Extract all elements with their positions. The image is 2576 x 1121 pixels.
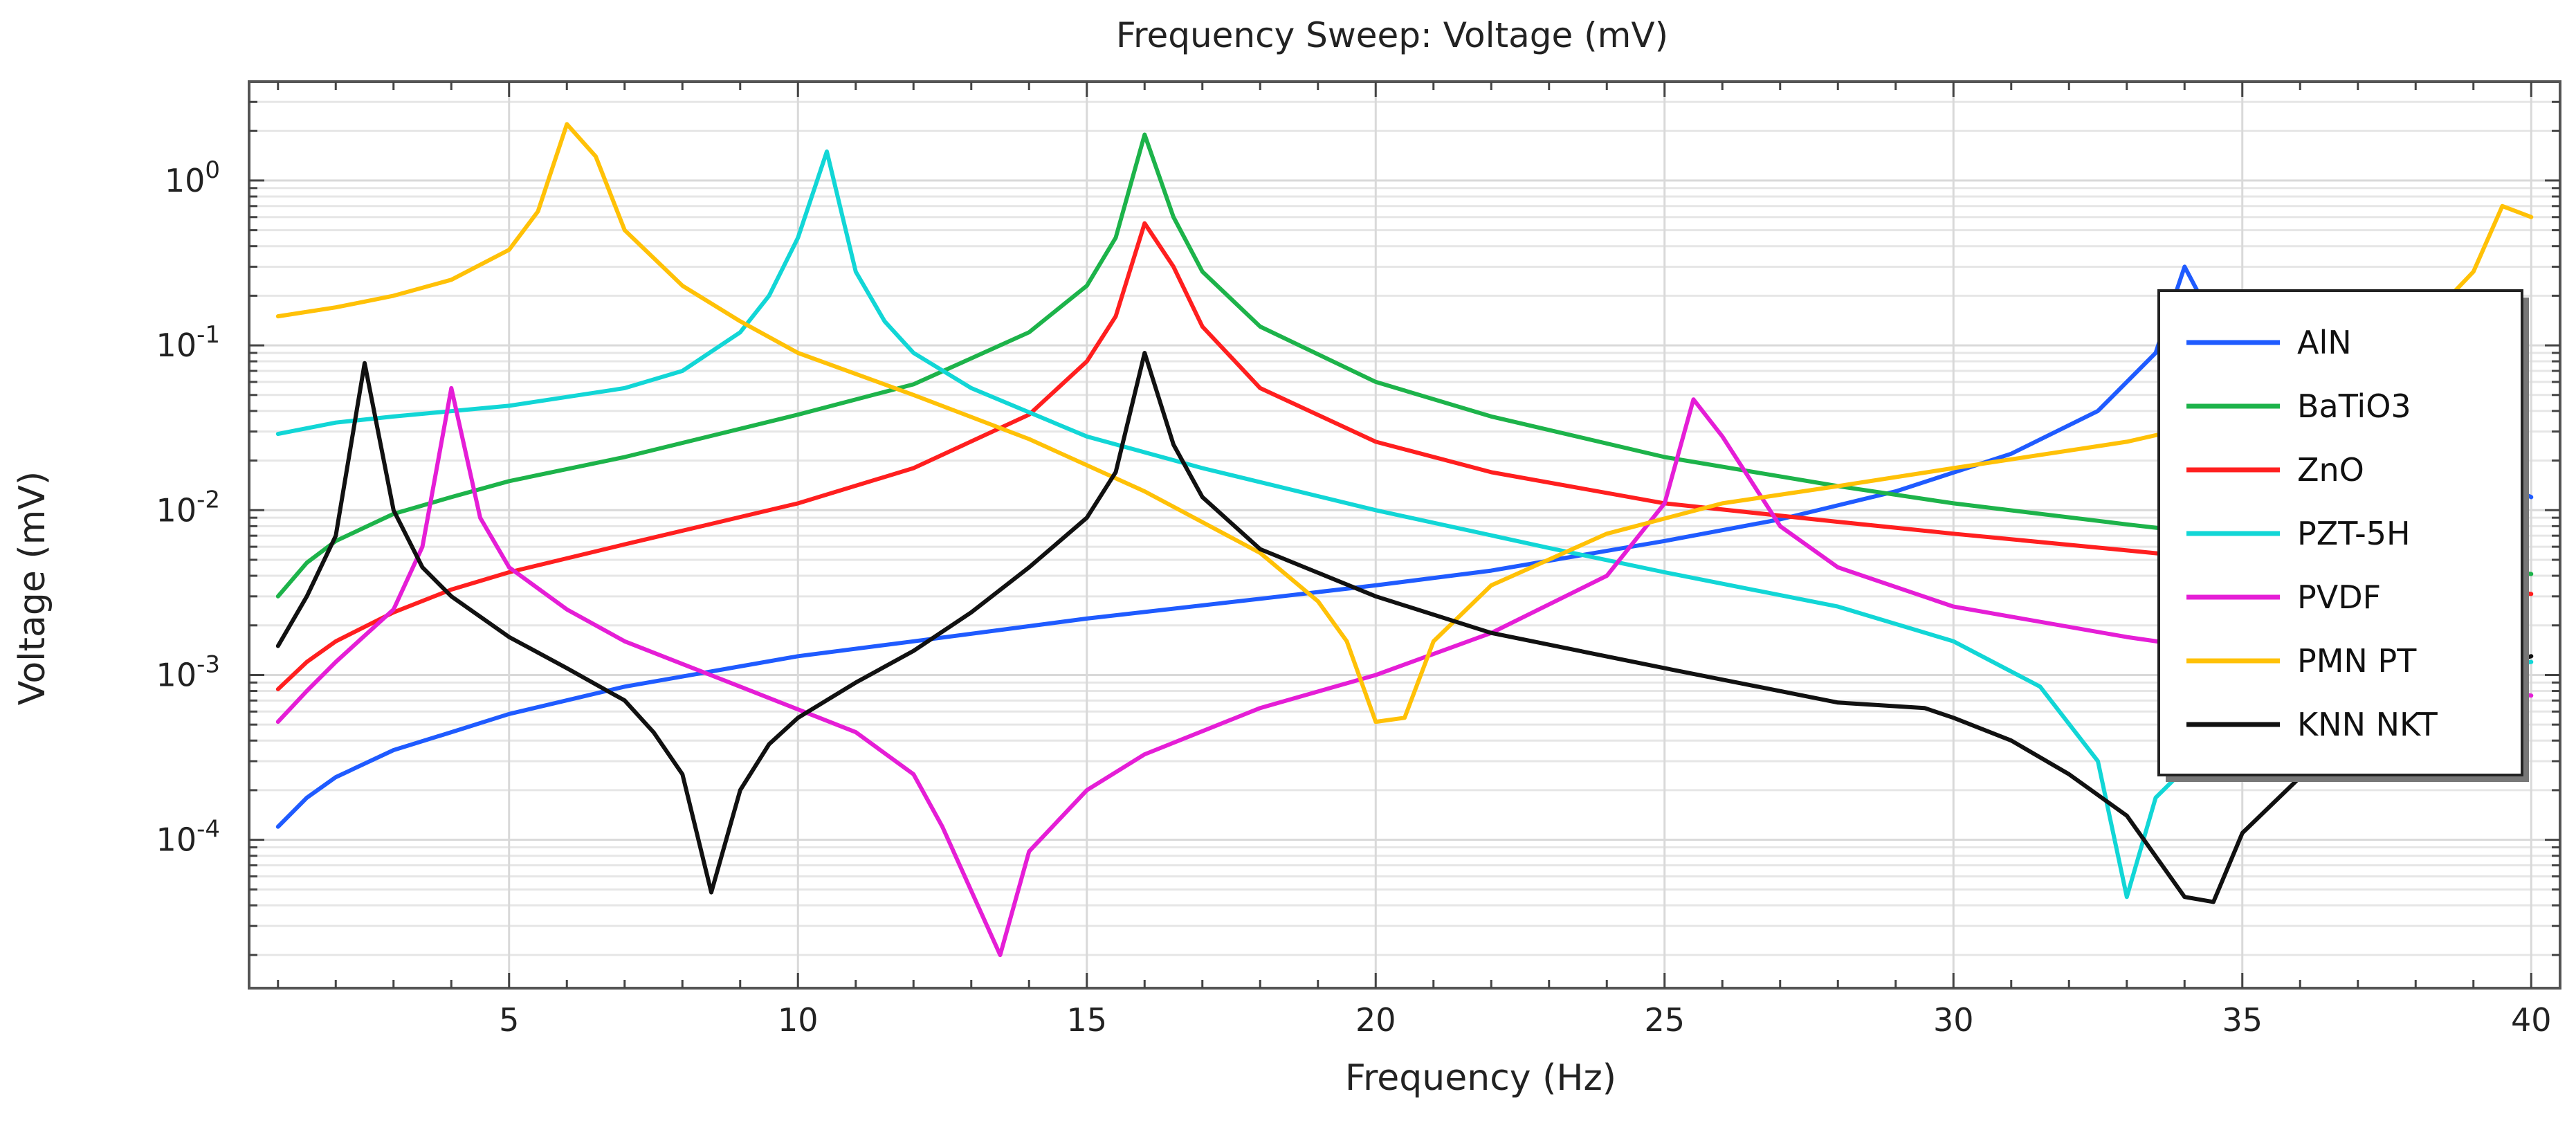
legend-label: PZT-5H: [2297, 515, 2411, 552]
plot-series: [275, 122, 2534, 958]
y-tick-label: 10-2: [156, 486, 220, 529]
x-tick-label: 15: [1066, 1001, 1107, 1039]
legend-label: PVDF: [2297, 578, 2381, 616]
x-tick-label: 40: [2511, 1001, 2552, 1039]
series-line-pmn-pt: [275, 122, 2534, 724]
legend: AlN BaTiO3 ZnO PZT-5H PVDF PMN PT KNN NKT: [2157, 289, 2529, 782]
axis-ticks: [249, 82, 2560, 988]
x-tick-label: 10: [778, 1001, 819, 1039]
y-tick-label: 100: [165, 156, 220, 199]
x-tick-label: 5: [499, 1001, 519, 1039]
series-line-zno: [275, 221, 2534, 691]
legend-label: KNN NKT: [2297, 706, 2438, 743]
y-axis-label: Voltage (mV): [12, 471, 53, 705]
series-line-pvdf: [275, 385, 2534, 958]
legend-label: BaTiO3: [2297, 388, 2411, 425]
x-tick-label: 35: [2222, 1001, 2263, 1039]
series-line-batio3: [275, 132, 2534, 599]
y-tick-label: 10-4: [156, 816, 220, 859]
series-line-aln: [275, 264, 2534, 829]
y-tick-labels: 100 10-1 10-2 10-3 10-4: [156, 156, 220, 859]
x-axis-label: Frequency (Hz): [1345, 1057, 1616, 1099]
y-tick-label: 10-3: [156, 650, 220, 693]
y-tick-label: 10-1: [156, 321, 220, 364]
x-tick-label: 30: [1933, 1001, 1974, 1039]
x-tick-labels: 5 10 15 20 25 30 35 40: [499, 1001, 2551, 1039]
x-tick-label: 25: [1644, 1001, 1685, 1039]
x-tick-label: 20: [1355, 1001, 1396, 1039]
chart-title: Frequency Sweep: Voltage (mV): [1116, 15, 1668, 55]
legend-box: [2157, 289, 2523, 776]
legend-label: PMN PT: [2297, 642, 2417, 680]
series-line-pzt-5h: [275, 149, 2534, 900]
legend-label: ZnO: [2297, 451, 2364, 489]
legend-label: AlN: [2297, 324, 2352, 361]
series-line-knn-nkt: [275, 351, 2534, 904]
